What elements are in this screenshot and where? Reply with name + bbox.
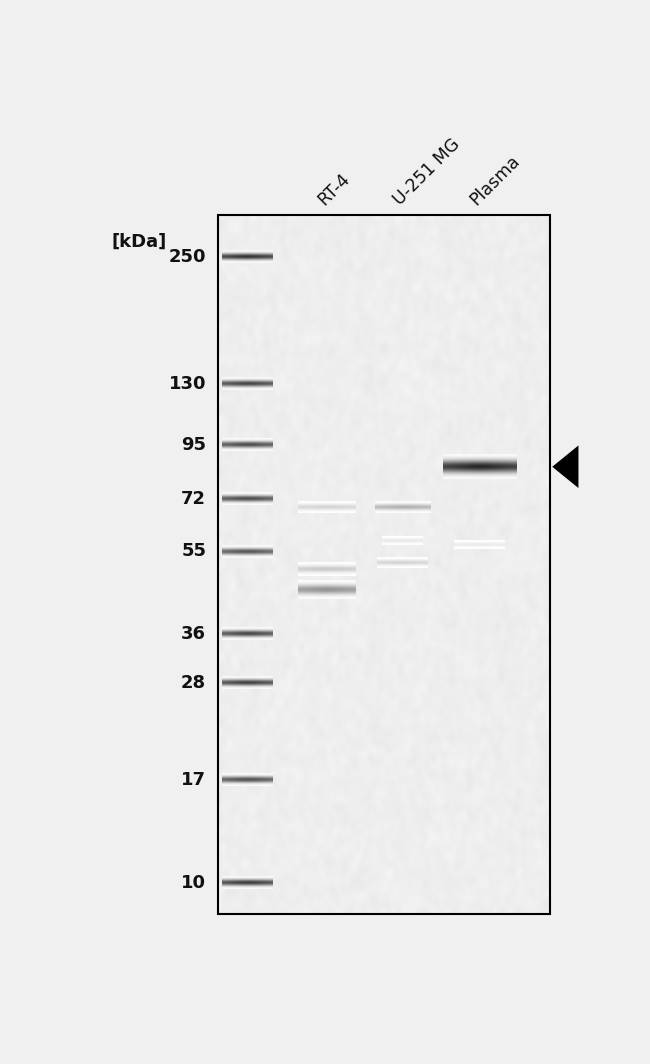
Text: 55: 55 <box>181 543 206 561</box>
Text: Plasma: Plasma <box>467 152 524 209</box>
Text: 72: 72 <box>181 491 206 508</box>
Text: RT-4: RT-4 <box>315 170 354 209</box>
Text: 36: 36 <box>181 625 206 643</box>
Text: [kDa]: [kDa] <box>112 233 166 251</box>
Text: 95: 95 <box>181 436 206 454</box>
Text: 130: 130 <box>169 376 206 394</box>
Polygon shape <box>552 446 578 488</box>
Text: 17: 17 <box>181 770 206 788</box>
Text: 10: 10 <box>181 874 206 892</box>
Bar <box>218 215 550 914</box>
Text: 28: 28 <box>181 674 206 692</box>
Text: U-251 MG: U-251 MG <box>390 135 463 209</box>
Text: 250: 250 <box>169 248 206 266</box>
